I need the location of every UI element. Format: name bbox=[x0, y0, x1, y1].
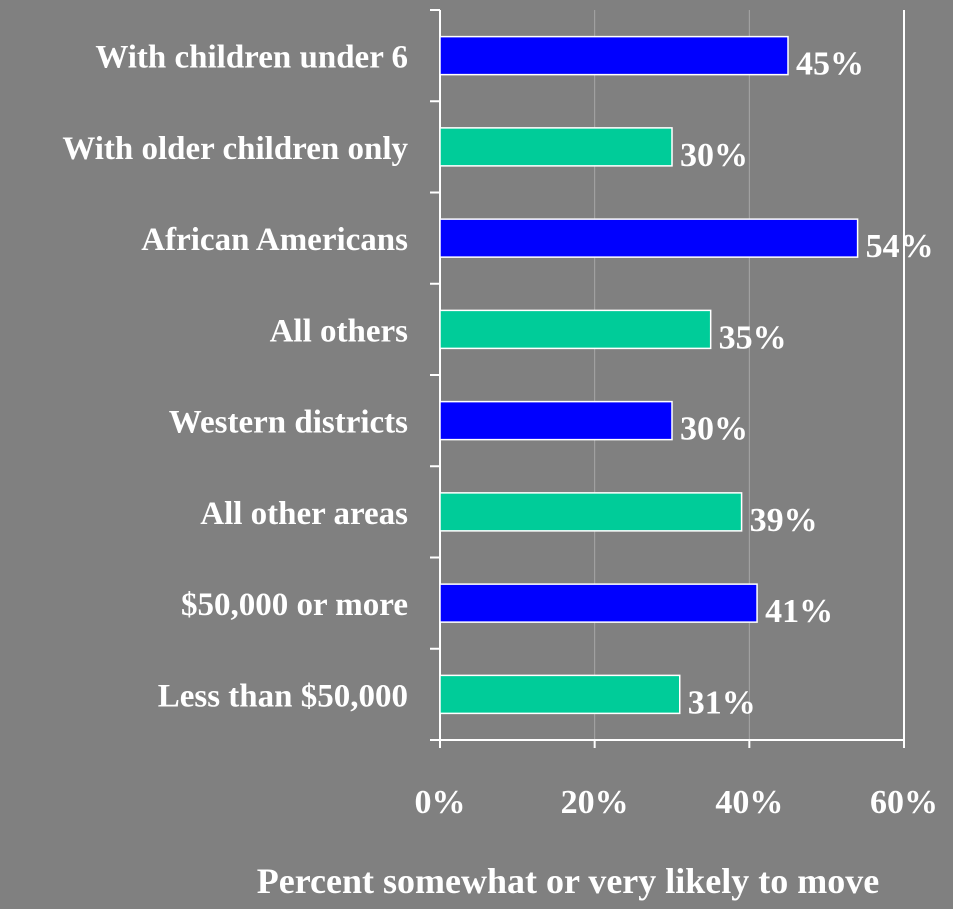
category-label-7: Less than $50,000 bbox=[158, 678, 408, 714]
value-label-1: 30% bbox=[680, 137, 748, 174]
value-label-6: 41% bbox=[765, 593, 833, 630]
plot-frame bbox=[430, 9, 905, 748]
bar-5 bbox=[439, 492, 743, 532]
gridlines bbox=[594, 10, 750, 740]
category-label-6: $50,000 or more bbox=[181, 587, 408, 623]
bar-4 bbox=[439, 400, 673, 441]
bars bbox=[439, 35, 859, 715]
category-labels: With children under 6 With older children… bbox=[62, 40, 408, 715]
category-label-5: All other areas bbox=[200, 496, 408, 532]
bar-2 bbox=[439, 218, 859, 258]
category-label-1: With older children only bbox=[62, 131, 408, 167]
x-tick-label-3: 60% bbox=[870, 784, 938, 821]
x-tick-label-2: 40% bbox=[715, 784, 783, 821]
value-label-2: 54% bbox=[866, 228, 934, 265]
bar-0 bbox=[439, 35, 789, 76]
value-label-7: 31% bbox=[688, 684, 756, 721]
x-tick-label-0: 0% bbox=[415, 784, 466, 821]
x-tick-labels: 0% 20% 40% 60% bbox=[415, 784, 939, 821]
category-label-0: With children under 6 bbox=[95, 40, 408, 76]
category-label-4: Western districts bbox=[169, 405, 408, 441]
value-label-0: 45% bbox=[796, 46, 864, 83]
category-label-2: African Americans bbox=[141, 222, 408, 258]
bar-3 bbox=[439, 309, 712, 350]
x-tick-label-1: 20% bbox=[561, 784, 629, 821]
bar-7 bbox=[439, 674, 681, 715]
bar-6 bbox=[439, 583, 758, 623]
value-label-4: 30% bbox=[680, 411, 748, 448]
value-labels: 45% 30% 54% 35% 30% 39% 41% 31% bbox=[680, 46, 934, 722]
value-label-3: 35% bbox=[719, 319, 787, 356]
x-axis-label: Percent somewhat or very likely to move bbox=[257, 861, 880, 901]
value-label-5: 39% bbox=[750, 502, 818, 539]
bar-1 bbox=[439, 127, 673, 167]
category-label-3: All others bbox=[270, 313, 409, 349]
